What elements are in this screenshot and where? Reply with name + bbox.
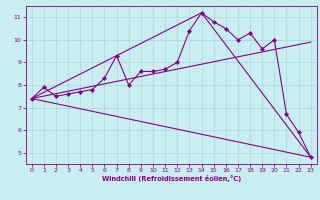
X-axis label: Windchill (Refroidissement éolien,°C): Windchill (Refroidissement éolien,°C) — [101, 175, 241, 182]
